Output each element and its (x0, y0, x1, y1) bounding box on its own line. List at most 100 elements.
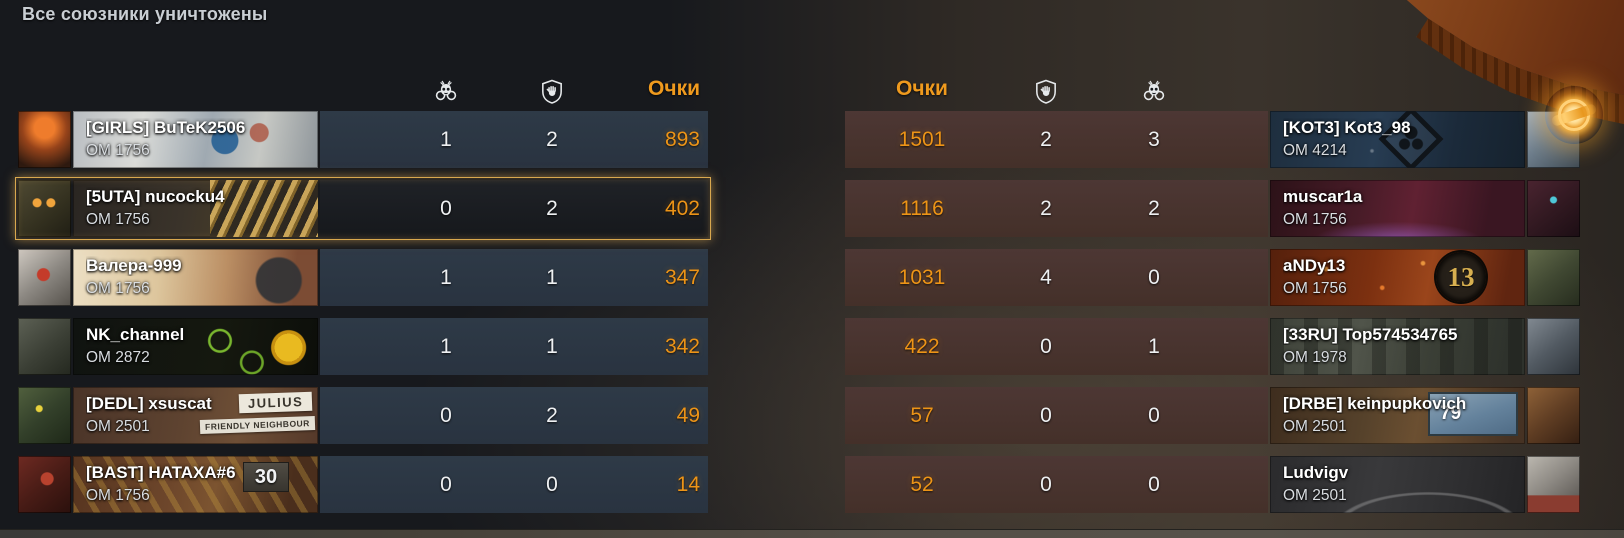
player-name: NK_channel (86, 325, 185, 344)
mvp-glow-badge-icon (1545, 86, 1603, 144)
enemy-player-row[interactable]: 57 0 0 79 [DRBE] keinpupkovich ОМ 2501 (845, 387, 1580, 444)
player-avatar (1527, 180, 1580, 237)
player-name: [DEDL] xsuscat (86, 394, 212, 413)
points-value: 1031 (898, 266, 946, 289)
status-banner: Все союзники уничтожены (22, 4, 268, 24)
ally-player-row[interactable]: [GIRLS] BuTeK2506 ОМ 1756 1 2 893 (18, 111, 708, 168)
player-banner: 79 [DRBE] keinpupkovich ОМ 2501 (1270, 387, 1525, 444)
player-stats: 0 2 49 (320, 387, 708, 444)
player-banner: [33RU] Top574534765 ОМ 1978 (1270, 318, 1525, 375)
player-stats: 52 0 0 (845, 456, 1268, 513)
enemy-team-table: 1501 2 3 [KOT3] Kot3_98 ОМ 4214 1116 2 2… (845, 111, 1580, 513)
assists-value: 4 (1040, 266, 1052, 289)
frags-value: 3 (1148, 128, 1160, 151)
player-power-score: ОМ 1756 (86, 280, 150, 297)
player-banner: Валера-999 ОМ 1756 (73, 249, 318, 306)
ally-team-table: [GIRLS] BuTeK2506 ОМ 1756 1 2 893 [5UTA]… (15, 111, 711, 513)
gas-mask-frags-icon (1134, 78, 1174, 104)
enemy-player-row[interactable]: 1501 2 3 [KOT3] Kot3_98 ОМ 4214 (845, 111, 1580, 168)
points-value: 1116 (900, 197, 944, 220)
frags-value: 0 (440, 473, 452, 496)
player-stats: 1 1 342 (320, 318, 708, 375)
player-power-score: ОМ 1978 (1283, 349, 1347, 366)
enemy-table-header: Очки (845, 76, 1580, 108)
player-name: [DRBE] keinpupkovich (1283, 394, 1467, 413)
player-banner: NK_channel ОМ 2872 (73, 318, 318, 375)
frags-value: 0 (440, 404, 452, 427)
player-banner: Ludvigv ОМ 2501 (1270, 456, 1525, 513)
player-stats: 422 0 1 (845, 318, 1268, 375)
player-stats: 1031 4 0 (845, 249, 1268, 306)
player-banner: muscar1a ОМ 1756 (1270, 180, 1525, 237)
banner-label: FRIENDLY NEIGHBOUR (199, 415, 316, 435)
enemy-player-row[interactable]: 1031 4 0 13 aNDy13 ОМ 1756 (845, 249, 1580, 306)
points-value: 402 (664, 197, 700, 220)
enemy-player-row[interactable]: 1116 2 2 muscar1a ОМ 1756 (845, 180, 1580, 237)
player-name: [KOT3] Kot3_98 (1283, 118, 1411, 137)
player-banner: [DEDL] xsuscat ОМ 2501 JULIUS FRIENDLY N… (73, 387, 318, 444)
assists-value: 2 (1040, 197, 1052, 220)
player-avatar (1527, 249, 1580, 306)
player-stats: 1116 2 2 (845, 180, 1268, 237)
player-banner: [BAST] HATAXA#6 ОМ 1756 30 (73, 456, 318, 513)
frags-value: 0 (1148, 404, 1160, 427)
player-power-score: ОМ 1756 (1283, 211, 1347, 228)
ground-strip (0, 529, 1624, 538)
frags-value: 0 (1148, 266, 1160, 289)
frags-value: 2 (1148, 197, 1160, 220)
points-value: 57 (910, 404, 934, 427)
points-column-header: Очки (896, 77, 948, 100)
ally-player-row-self[interactable]: [5UTA] nucocku4 ОМ 1756 0 2 402 (15, 177, 711, 240)
player-name: muscar1a (1283, 187, 1363, 206)
player-stats: 1 2 893 (320, 111, 708, 168)
shield-hand-icon (1026, 78, 1066, 104)
points-value: 1501 (898, 128, 946, 151)
player-avatar (18, 318, 71, 375)
frags-value: 0 (1148, 473, 1160, 496)
points-value: 422 (904, 335, 940, 358)
player-avatar (18, 249, 71, 306)
frags-value: 1 (440, 266, 452, 289)
player-power-score: ОМ 1756 (86, 211, 150, 228)
ally-player-row[interactable]: [BAST] HATAXA#6 ОМ 1756 30 0 0 14 (18, 456, 708, 513)
frags-value: 1 (440, 335, 452, 358)
player-power-score: ОМ 4214 (1283, 142, 1347, 159)
frags-value: 1 (1148, 335, 1160, 358)
player-power-score: ОМ 1756 (1283, 280, 1347, 297)
player-banner: [KOT3] Kot3_98 ОМ 4214 (1270, 111, 1525, 168)
player-power-score: ОМ 2501 (1283, 418, 1347, 435)
enemy-player-row[interactable]: 422 0 1 [33RU] Top574534765 ОМ 1978 (845, 318, 1580, 375)
frags-value: 0 (440, 197, 452, 220)
points-value: 52 (910, 473, 934, 496)
ally-player-row[interactable]: NK_channel ОМ 2872 1 1 342 (18, 318, 708, 375)
player-avatar (18, 111, 71, 168)
assists-value: 1 (546, 266, 558, 289)
player-banner: [GIRLS] BuTeK2506 ОМ 1756 (73, 111, 318, 168)
player-banner: 13 aNDy13 ОМ 1756 (1270, 249, 1525, 306)
player-avatar (1527, 318, 1580, 375)
points-value: 347 (664, 266, 700, 289)
player-power-score: ОМ 2501 (1283, 487, 1347, 504)
player-avatar (18, 456, 71, 513)
ally-player-row[interactable]: [DEDL] xsuscat ОМ 2501 JULIUS FRIENDLY N… (18, 387, 708, 444)
player-power-score: ОМ 1756 (86, 487, 150, 504)
player-name: Валера-999 (86, 256, 182, 275)
player-power-score: ОМ 2501 (86, 418, 150, 435)
assists-value: 2 (546, 404, 558, 427)
gas-mask-frags-icon (426, 78, 466, 104)
enemy-player-row[interactable]: 52 0 0 Ludvigv ОМ 2501 (845, 456, 1580, 513)
player-avatar (18, 180, 71, 237)
assists-value: 1 (546, 335, 558, 358)
player-power-score: ОМ 1756 (86, 142, 150, 159)
player-name: Ludvigv (1283, 463, 1349, 482)
points-value: 342 (664, 335, 700, 358)
player-name: [BAST] HATAXA#6 (86, 463, 236, 482)
ally-player-row[interactable]: Валера-999 ОМ 1756 1 1 347 (18, 249, 708, 306)
assists-value: 0 (1040, 404, 1052, 427)
player-avatar (18, 387, 71, 444)
player-stats: 1 1 347 (320, 249, 708, 306)
player-stats: 0 0 14 (320, 456, 708, 513)
player-name: [33RU] Top574534765 (1283, 325, 1458, 344)
ally-table-header: Очки (18, 76, 708, 108)
